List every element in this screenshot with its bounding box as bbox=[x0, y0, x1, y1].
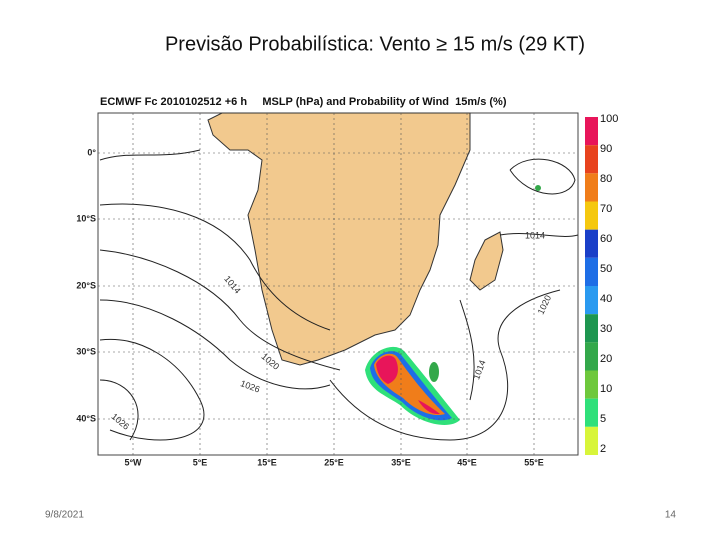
colorbar-label: 40 bbox=[600, 293, 612, 305]
colorbar-swatch bbox=[585, 370, 598, 399]
colorbar-label: 30 bbox=[600, 323, 612, 335]
lat-label: 40°S bbox=[76, 413, 96, 423]
isobars bbox=[99, 149, 579, 441]
lat-label: 30°S bbox=[76, 346, 96, 356]
slide-title: Previsão Probabilística: Vento ≥ 15 m/s … bbox=[165, 33, 585, 55]
lat-labels: 0° 10°S 20°S 30°S 40°S bbox=[76, 147, 96, 423]
colorbar-swatch bbox=[585, 229, 598, 258]
lat-label: 20°S bbox=[76, 280, 96, 290]
colorbar-swatch bbox=[585, 426, 598, 455]
colorbar-swatch bbox=[585, 173, 598, 202]
colorbar-swatch bbox=[585, 201, 598, 230]
colorbar: 100 90 80 70 60 50 40 30 20 10 5 2 bbox=[585, 113, 618, 455]
colorbar-swatch bbox=[585, 398, 598, 427]
colorbar-swatch bbox=[585, 342, 598, 371]
colorbar-label: 90 bbox=[600, 143, 612, 155]
lon-label: 25°E bbox=[324, 457, 344, 467]
lon-label: 35°E bbox=[391, 457, 411, 467]
lon-labels: 5°W 5°E 15°E 25°E 35°E 45°E 55°E bbox=[124, 457, 543, 467]
colorbar-label: 60 bbox=[600, 233, 612, 245]
colorbar-swatch bbox=[585, 145, 598, 174]
slide-number: 14 bbox=[665, 510, 677, 521]
colorbar-label: 80 bbox=[600, 173, 612, 185]
colorbar-label: 100 bbox=[600, 113, 618, 125]
wind-probability bbox=[365, 185, 541, 425]
colorbar-swatch bbox=[585, 117, 598, 146]
lon-label: 5°W bbox=[124, 457, 142, 467]
lon-label: 15°E bbox=[257, 457, 277, 467]
contour-label: 1014 bbox=[525, 230, 545, 240]
slide-date: 9/8/2021 bbox=[45, 510, 84, 521]
lat-label: 10°S bbox=[76, 213, 96, 223]
lat-label: 0° bbox=[87, 147, 96, 157]
colorbar-label: 20 bbox=[600, 353, 612, 365]
colorbar-label: 10 bbox=[600, 383, 612, 395]
colorbar-label: 2 bbox=[600, 443, 606, 455]
lon-label: 55°E bbox=[524, 457, 544, 467]
lon-label: 45°E bbox=[457, 457, 477, 467]
colorbar-label: 5 bbox=[600, 413, 606, 425]
colorbar-label: 70 bbox=[600, 203, 612, 215]
map-header: ECMWF Fc 2010102512 +6 h MSLP (hPa) and … bbox=[100, 96, 507, 108]
colorbar-swatch bbox=[585, 286, 598, 315]
colorbar-label: 50 bbox=[600, 263, 612, 275]
colorbar-swatch bbox=[585, 257, 598, 286]
lon-label: 5°E bbox=[193, 457, 208, 467]
land bbox=[207, 112, 504, 366]
colorbar-swatch bbox=[585, 314, 598, 343]
